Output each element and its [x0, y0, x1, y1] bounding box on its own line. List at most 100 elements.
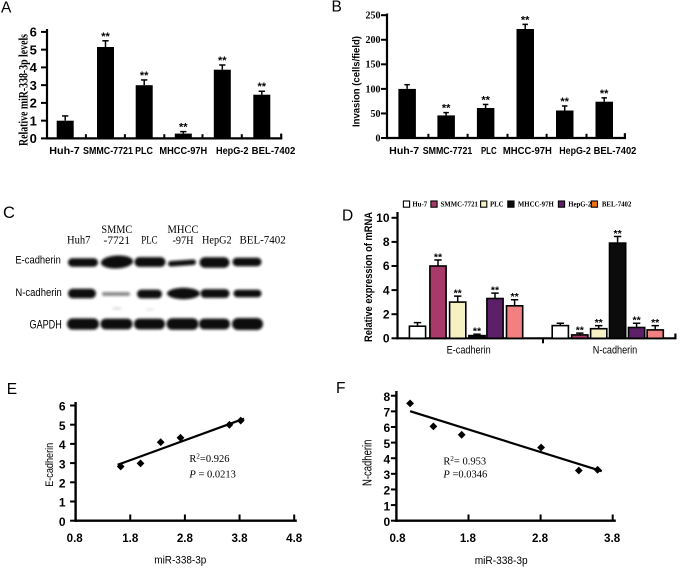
- svg-text:200: 200: [366, 35, 381, 46]
- svg-text:3: 3: [30, 78, 37, 93]
- svg-text:**: **: [595, 317, 604, 329]
- svg-text:GAPDH: GAPDH: [30, 318, 62, 332]
- svg-text:**: **: [179, 122, 188, 134]
- svg-text:PLC: PLC: [490, 201, 504, 208]
- svg-text:0.8: 0.8: [67, 532, 84, 545]
- svg-text:5: 5: [30, 42, 37, 57]
- svg-text:3.8: 3.8: [231, 532, 248, 545]
- svg-text:4: 4: [59, 438, 66, 452]
- svg-text:PLC: PLC: [135, 145, 153, 157]
- svg-text:PLC: PLC: [141, 232, 157, 246]
- svg-text:3: 3: [59, 457, 66, 471]
- svg-text:1: 1: [59, 496, 66, 510]
- svg-text:P = 0.0213: P = 0.0213: [188, 469, 235, 480]
- svg-text:**: **: [521, 14, 530, 26]
- svg-text:BEL-7402: BEL-7402: [252, 145, 296, 157]
- svg-text:8: 8: [384, 390, 391, 404]
- svg-text:E-cadherin: E-cadherin: [44, 443, 56, 487]
- svg-text:100: 100: [366, 84, 381, 95]
- svg-text:150: 150: [366, 60, 381, 71]
- svg-text:R2= 0.953: R2= 0.953: [443, 455, 486, 468]
- svg-text:**: **: [258, 81, 267, 93]
- svg-text:1.8: 1.8: [460, 532, 477, 545]
- svg-text:**: **: [651, 317, 660, 329]
- svg-text:E: E: [7, 381, 17, 398]
- svg-text:6: 6: [30, 25, 37, 40]
- svg-text:-97H: -97H: [173, 233, 194, 247]
- svg-text:HepG2: HepG2: [202, 232, 232, 246]
- svg-text:0: 0: [376, 133, 381, 144]
- svg-text:Relative miR-338-3p levels: Relative miR-338-3p levels: [17, 34, 31, 146]
- svg-text:MHCC-97H: MHCC-97H: [159, 145, 207, 157]
- svg-text:miR-338-3p: miR-338-3p: [154, 555, 206, 567]
- svg-text:3: 3: [384, 468, 391, 482]
- svg-text:MHCC: MHCC: [168, 222, 199, 236]
- svg-text:2: 2: [384, 484, 391, 498]
- svg-text:HepG-2: HepG-2: [568, 201, 592, 208]
- svg-text:1: 1: [30, 113, 37, 128]
- svg-text:Huh-7: Huh-7: [49, 145, 80, 157]
- svg-text:6: 6: [384, 421, 391, 435]
- svg-text:MHCC-97H: MHCC-97H: [503, 145, 552, 157]
- svg-text:**: **: [511, 291, 520, 303]
- svg-text:PLC: PLC: [481, 145, 497, 157]
- svg-text:Invasion (cells/field): Invasion (cells/field): [352, 36, 363, 127]
- svg-text:E-cadherin: E-cadherin: [447, 345, 491, 357]
- svg-text:3.8: 3.8: [604, 532, 621, 545]
- svg-text:HepG-2: HepG-2: [559, 145, 591, 157]
- svg-text:0: 0: [383, 332, 390, 346]
- svg-text:4.8: 4.8: [286, 532, 303, 545]
- svg-text:250: 250: [366, 11, 381, 22]
- svg-text:**: **: [140, 70, 149, 82]
- svg-text:5: 5: [384, 437, 391, 451]
- svg-text:1: 1: [384, 499, 391, 513]
- svg-text:**: **: [218, 55, 227, 67]
- svg-text:7: 7: [384, 406, 391, 420]
- svg-text:A: A: [1, 0, 12, 17]
- svg-text:Relative expression of mRNA: Relative expression of mRNA: [363, 212, 375, 342]
- svg-text:**: **: [491, 285, 500, 297]
- svg-text:1.8: 1.8: [122, 532, 139, 545]
- svg-text:2: 2: [383, 307, 390, 321]
- svg-text:2.8: 2.8: [177, 532, 194, 545]
- svg-text:C: C: [3, 204, 15, 222]
- svg-text:**: **: [101, 31, 110, 43]
- svg-text:0: 0: [30, 131, 37, 146]
- svg-text:P =0.0346: P =0.0346: [442, 470, 487, 481]
- svg-text:6: 6: [383, 259, 390, 273]
- svg-text:N-cadherin: N-cadherin: [593, 345, 638, 357]
- svg-text:**: **: [442, 103, 451, 115]
- svg-text:-7721: -7721: [104, 233, 131, 247]
- svg-text:2.8: 2.8: [532, 532, 549, 545]
- svg-text:R2=0.926: R2=0.926: [189, 453, 229, 466]
- svg-text:**: **: [473, 326, 482, 338]
- svg-text:SMMC-7721: SMMC-7721: [441, 201, 479, 208]
- svg-text:MHCC-97H: MHCC-97H: [518, 201, 555, 208]
- svg-text:10: 10: [376, 211, 390, 225]
- svg-text:**: **: [560, 96, 569, 108]
- svg-text:**: **: [481, 94, 490, 106]
- svg-text:E-cadherin: E-cadherin: [15, 255, 60, 267]
- svg-text:2: 2: [59, 477, 66, 491]
- svg-text:5: 5: [59, 419, 66, 433]
- svg-text:**: **: [614, 228, 623, 240]
- svg-text:**: **: [600, 88, 609, 100]
- svg-text:0: 0: [59, 515, 66, 529]
- svg-text:Huh7: Huh7: [67, 232, 90, 246]
- svg-text:F: F: [336, 380, 345, 397]
- svg-text:SMMC: SMMC: [101, 222, 132, 236]
- svg-text:2: 2: [30, 96, 37, 111]
- svg-text:**: **: [434, 251, 443, 263]
- svg-text:HepG-2: HepG-2: [216, 145, 249, 157]
- svg-text:BEL-7402: BEL-7402: [239, 232, 285, 246]
- svg-text:N-cadherin: N-cadherin: [15, 287, 61, 299]
- svg-text:miR-338-3p: miR-338-3p: [475, 555, 528, 567]
- svg-text:Huh-7: Huh-7: [389, 145, 419, 157]
- svg-text:0: 0: [384, 515, 391, 529]
- svg-text:8: 8: [383, 235, 390, 249]
- svg-text:D: D: [342, 208, 353, 225]
- svg-text:B: B: [332, 0, 342, 16]
- svg-text:0.8: 0.8: [389, 532, 406, 545]
- svg-text:SMMC-7721: SMMC-7721: [423, 145, 473, 157]
- svg-text:BEL-7402: BEL-7402: [594, 145, 637, 157]
